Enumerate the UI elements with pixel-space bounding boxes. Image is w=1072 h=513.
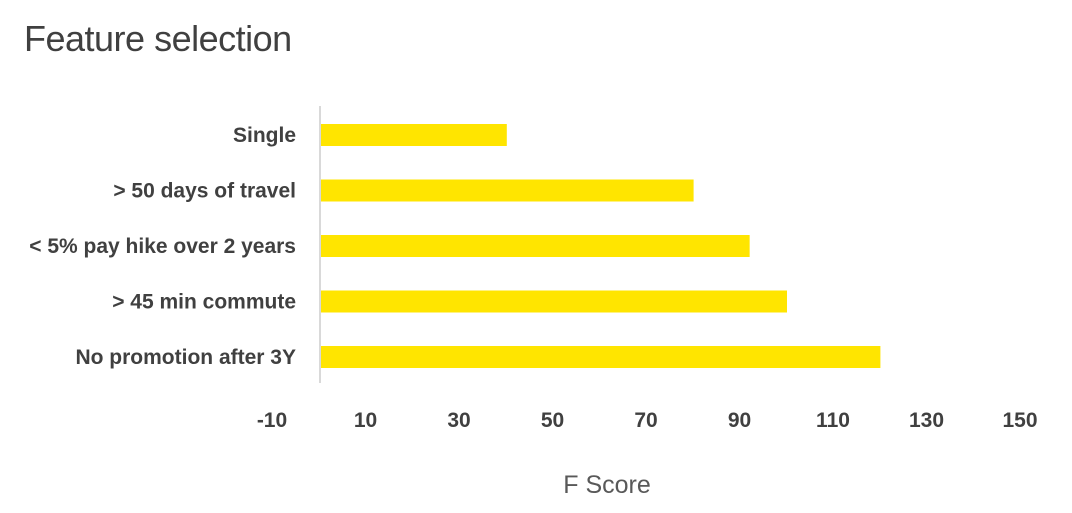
x-tick-label-8: 150 (1002, 409, 1037, 432)
x-axis-title: F Score (563, 471, 651, 499)
bar-0 (320, 124, 507, 146)
bar-4 (320, 346, 881, 368)
category-label-0: Single (233, 124, 296, 147)
bar-1 (320, 179, 694, 202)
category-label-1: > 50 days of travel (113, 180, 296, 203)
category-label-2: < 5% pay hike over 2 years (29, 235, 296, 258)
x-tick-label-4: 70 (634, 409, 657, 432)
x-tick-label-3: 50 (541, 409, 564, 432)
x-tick-label-7: 130 (909, 409, 944, 432)
chart-title: Feature selection (24, 18, 292, 59)
category-label-3: > 45 min commute (112, 291, 296, 314)
bars-layer (320, 124, 881, 368)
x-tick-label-6: 110 (816, 409, 850, 432)
x-tick-label-2: 30 (447, 409, 470, 432)
x-tick-label-1: 10 (354, 409, 377, 432)
category-label-4: No promotion after 3Y (75, 346, 296, 369)
x-tick-label-5: 90 (728, 409, 751, 432)
x-tick-labels: -10 10 30 50 70 90 110 130 150 (257, 409, 1038, 432)
x-tick-label-0: -10 (257, 409, 287, 432)
category-labels: Single > 50 days of travel < 5% pay hike o… (29, 124, 296, 369)
bar-2 (320, 235, 750, 257)
bar-3 (320, 290, 787, 313)
